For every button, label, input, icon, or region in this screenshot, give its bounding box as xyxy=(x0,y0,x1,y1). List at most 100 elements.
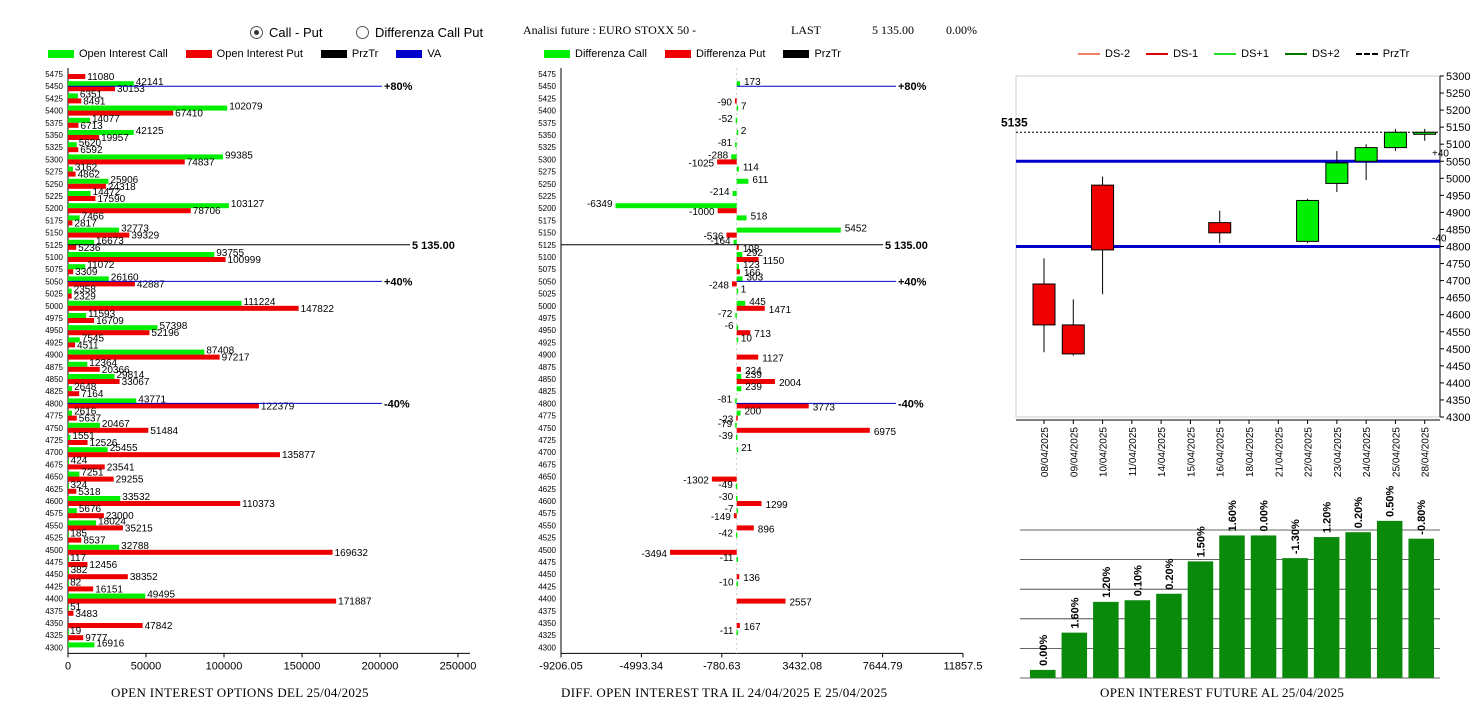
diff-strike-label: 4800 xyxy=(538,399,556,408)
diff-put-value: 6975 xyxy=(874,427,897,438)
future-date-label: 24/04/2025 xyxy=(1362,427,1373,477)
diff-call-bar xyxy=(736,374,742,379)
oi-put-value: 3483 xyxy=(75,609,98,620)
diff-put-value: 166 xyxy=(744,268,761,279)
oi-call-value: 111224 xyxy=(244,297,276,308)
diff-strike-label: 4850 xyxy=(538,375,556,384)
diff-strike-label: 5225 xyxy=(538,192,556,201)
oi-call-value: 25906 xyxy=(110,175,138,186)
oi-x-tick-label: 250000 xyxy=(440,660,477,672)
future-candle-body xyxy=(1296,199,1320,242)
diff-call-bar xyxy=(736,410,741,416)
diff-call-bar xyxy=(735,142,737,148)
oi-caption: OPEN INTEREST OPTIONS DEL 25/04/2025 xyxy=(111,685,369,700)
future-oi-bar xyxy=(1282,558,1308,678)
radio-call-put[interactable]: Call - Put xyxy=(250,25,322,40)
diff-put-bar xyxy=(736,379,775,384)
oi-strike-label: 4400 xyxy=(45,595,63,604)
diff-call-bar xyxy=(736,178,749,184)
diff-strike-label: 5025 xyxy=(538,290,556,299)
oi-put-bar xyxy=(68,366,100,372)
oi-put-value: 20366 xyxy=(102,365,130,376)
oi-call-bar xyxy=(68,178,109,184)
diff-strike-label: 4500 xyxy=(538,546,556,555)
oi-strike-label: 4475 xyxy=(45,558,63,567)
diff-chart: 5475 5450 173 5425 -90 5400 7 5375 -52 5350 2 5325 -… xyxy=(538,68,982,672)
oi-x-tick-label: 100000 xyxy=(206,660,243,672)
diff-put-value: -1000 xyxy=(689,207,715,218)
legend-diff-prztr: PrzTr xyxy=(783,48,841,60)
oi-put-bar xyxy=(68,452,280,458)
oi-call-value: 382 xyxy=(71,565,88,576)
diff-put-bar xyxy=(711,476,737,482)
oi-strike-label: 4750 xyxy=(45,424,63,433)
oi-call-bar xyxy=(68,142,77,148)
oi-call-bar xyxy=(68,154,224,160)
oi-put-bar xyxy=(68,122,79,128)
oi-put-value: 35215 xyxy=(125,523,153,534)
oi-x-tick-label: 200000 xyxy=(362,660,399,672)
oi-call-bar xyxy=(68,508,77,514)
radio-differenza[interactable]: Differenza Call Put xyxy=(356,25,483,40)
oi-put-bar xyxy=(68,513,104,519)
diff-call-bar xyxy=(736,581,739,587)
diff-put-bar xyxy=(734,98,737,104)
oi-call-bar xyxy=(68,520,97,526)
last-change: 0.00% xyxy=(946,23,977,37)
oi-call-value: 42125 xyxy=(136,126,164,137)
diff-strike-label: 5425 xyxy=(538,94,556,103)
diff-va-label: -40% xyxy=(898,398,924,410)
future-y-tick-label: 4600 xyxy=(1446,310,1470,322)
oi-put-bar xyxy=(68,562,88,567)
oi-strike-label: 4425 xyxy=(45,582,63,591)
diff-call-value: -49 xyxy=(718,480,733,491)
future-oi-label: 0.10% xyxy=(1132,565,1144,596)
future-oi-label: 0.50% xyxy=(1385,485,1397,516)
diff-strike-label: 4450 xyxy=(538,570,556,579)
oi-call-value: 2616 xyxy=(74,407,97,418)
oi-x-tick-label: 50000 xyxy=(131,660,162,672)
diff-put-value: -23 xyxy=(719,415,734,426)
oi-put-bar xyxy=(68,269,74,275)
radio-unselected-icon xyxy=(356,26,369,39)
oi-strike-label: 4700 xyxy=(45,448,63,457)
oi-put-bar xyxy=(68,525,123,531)
oi-call-bar xyxy=(68,398,137,404)
diff-put-bar xyxy=(717,159,737,165)
oi-x-tick-label: 0 xyxy=(65,660,71,672)
oi-call-bar xyxy=(68,252,215,257)
future-candle-body xyxy=(1032,283,1056,326)
future-oi-bar xyxy=(1408,538,1434,678)
oi-call-bar xyxy=(68,300,242,306)
future-level-label: -40 xyxy=(1432,234,1447,245)
diff-call-bar xyxy=(736,386,742,392)
diff-caption: DIFF. OPEN INTEREST TRA IL 24/04/2025 E … xyxy=(561,685,888,700)
diff-call-value: -288 xyxy=(708,150,728,161)
oi-put-value: 30153 xyxy=(117,84,145,95)
future-candle-body xyxy=(1061,324,1085,355)
oi-put-value: 23541 xyxy=(107,462,135,473)
oi-put-value: 8537 xyxy=(83,536,106,547)
oi-put-value: 135877 xyxy=(282,450,316,461)
diff-put-value: 2004 xyxy=(779,378,802,389)
future-caption: OPEN INTEREST FUTURE AL 25/04/2025 xyxy=(1100,685,1345,700)
diff-strike-label: 4975 xyxy=(538,314,556,323)
diff-strike-label: 4700 xyxy=(538,448,556,457)
future-y-tick-label: 4300 xyxy=(1446,412,1470,424)
diff-strike-label: 5100 xyxy=(538,253,556,262)
diff-strike-label: 4400 xyxy=(538,595,556,604)
diff-put-bar xyxy=(736,244,739,250)
future-date-label: 16/04/2025 xyxy=(1216,427,1227,477)
oi-strike-label: 5000 xyxy=(45,302,63,311)
diff-strike-label: 5200 xyxy=(538,204,556,213)
oi-call-bar xyxy=(68,117,90,123)
oi-put-bar xyxy=(68,208,191,214)
diff-strike-label: 4950 xyxy=(538,326,556,335)
future-y-tick-label: 4900 xyxy=(1446,207,1470,219)
oi-strike-label: 5150 xyxy=(45,229,63,238)
diff-strike-label: 4525 xyxy=(538,534,556,543)
future-date-label: 14/04/2025 xyxy=(1157,427,1168,477)
oi-call-value: 20467 xyxy=(102,419,130,430)
diff-call-bar xyxy=(736,557,738,562)
oi-put-value: 5318 xyxy=(78,487,101,498)
